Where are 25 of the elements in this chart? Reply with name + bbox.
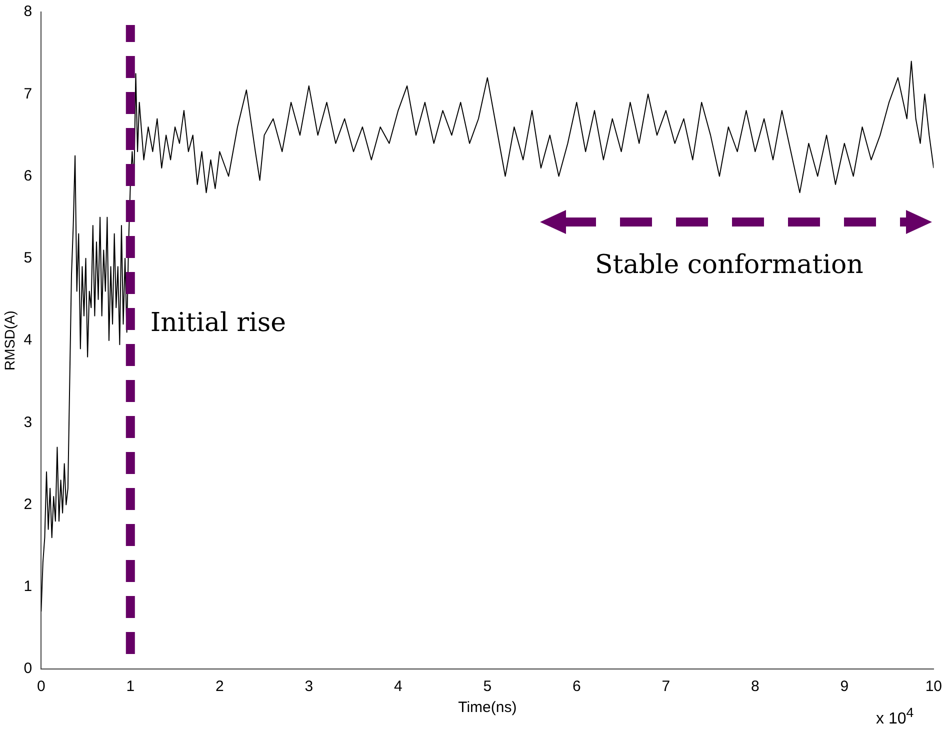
y-tick-label: 3	[24, 414, 32, 431]
y-tick-label: 8	[24, 3, 32, 20]
y-axis-title: RMSD(A)	[1, 310, 18, 370]
y-tick-label: 4	[24, 332, 32, 349]
x-tick-label: 8	[750, 678, 760, 696]
annotation: Stable conformation	[595, 250, 864, 280]
x-tick-label: 0	[36, 678, 46, 696]
x-tick-label: 1	[126, 678, 135, 696]
y-tick-label: 6	[24, 167, 32, 184]
x-tick-label: 6	[572, 678, 581, 696]
x-tick-label: 10	[925, 678, 942, 696]
y-tick-label: 0	[24, 660, 32, 678]
x-tick-label: 7	[662, 678, 670, 696]
x-tick-label: 4	[394, 678, 402, 696]
y-tick-label: 5	[24, 250, 32, 267]
ref-line-label: Initial rise	[150, 308, 286, 338]
text: x 10$^{4}$	[876, 705, 914, 728]
x-tick-label: 2	[215, 678, 224, 696]
y-tick-label: 2	[24, 496, 32, 513]
x-tick-label: 9	[840, 678, 849, 696]
x-tick-label: 3	[304, 678, 314, 696]
y-tick-label: 7	[24, 85, 32, 102]
x-tick-label: 5	[483, 678, 492, 696]
y-tick-label: 1	[24, 578, 32, 596]
x-axis-title: Time(ns)	[458, 699, 517, 716]
